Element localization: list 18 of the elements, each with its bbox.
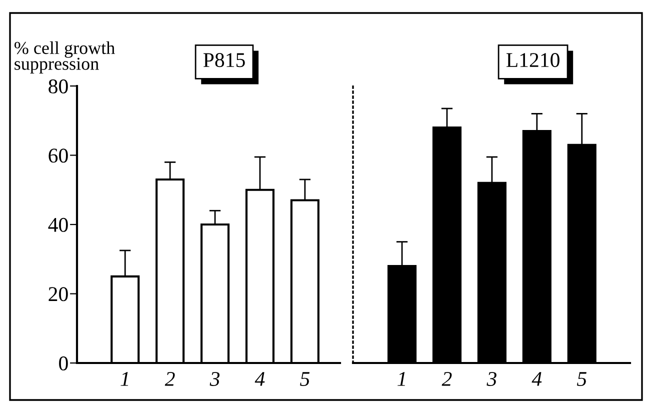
x-tick-label: 5 — [300, 372, 310, 386]
x-tick-label: 3 — [486, 372, 496, 386]
chart-title: L1210 — [506, 53, 560, 68]
x-tick-label: 5 — [577, 372, 586, 386]
y-tick-label: 40 — [48, 218, 68, 232]
x-tick-label: 1 — [398, 372, 405, 386]
x-tick-label: 4 — [532, 372, 542, 386]
y-tick-label: 60 — [48, 148, 68, 163]
x-tick-label: 2 — [442, 372, 452, 386]
y-tick-label: 0 — [59, 356, 68, 370]
x-tick-label: 3 — [210, 372, 220, 386]
y-tick-label: 20 — [48, 287, 68, 302]
y-axis-title: % cell growth suppression — [14, 41, 115, 74]
chart-title: P815 — [203, 53, 245, 68]
x-tick-label: 4 — [254, 372, 265, 386]
x-tick-label: 2 — [164, 372, 175, 386]
x-tick-label: 1 — [120, 372, 128, 386]
y-tick-label: 80 — [48, 79, 68, 94]
